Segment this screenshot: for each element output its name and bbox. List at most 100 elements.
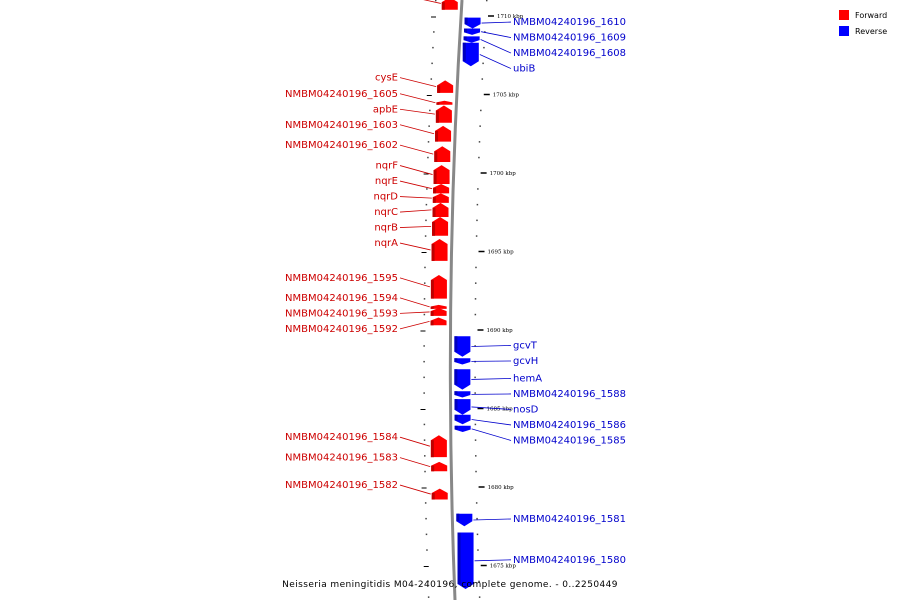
gene-label-nmbm04240196-1609[interactable]: NMBM04240196_1609: [513, 33, 626, 44]
gene-arrow[interactable]: [433, 183, 450, 194]
minor-dot: [476, 533, 479, 536]
gene-nmbm04240196-1608[interactable]: [463, 36, 480, 43]
gene-label-nqrf[interactable]: nqrF: [375, 161, 398, 172]
gene-label-hema[interactable]: hemA: [513, 373, 542, 384]
gene-nmbm04240196-1581[interactable]: [456, 513, 473, 527]
gene-nmbm04240196-1585[interactable]: [454, 425, 471, 433]
gene-arrow[interactable]: [441, 0, 458, 10]
gene-nqre[interactable]: [433, 183, 450, 194]
gene-arrow[interactable]: [430, 308, 447, 316]
gene-nmbm04240196-1609[interactable]: [464, 28, 481, 35]
gene-ubib[interactable]: [462, 42, 479, 67]
minor-dot: [427, 156, 429, 159]
gene-nqrd[interactable]: [432, 193, 449, 203]
gene-label-gcvh[interactable]: gcvH: [513, 356, 538, 367]
gene-arrow[interactable]: [431, 488, 448, 500]
gene-nmbm04240196-1611[interactable]: [441, 0, 458, 10]
gene-cyse[interactable]: [437, 80, 454, 93]
gene-nmbm04240196-1588[interactable]: [454, 391, 471, 398]
gene-arrow[interactable]: [454, 369, 471, 390]
gene-label-nmbm04240196-1585[interactable]: NMBM04240196_1585: [513, 435, 626, 446]
gene-label-nmbm04240196-1605[interactable]: NMBM04240196_1605: [285, 89, 398, 100]
gene-label-ubib[interactable]: ubiB: [513, 64, 535, 75]
gene-label-nqrc[interactable]: nqrC: [374, 207, 398, 218]
gene-arrow[interactable]: [463, 36, 480, 43]
gene-arrow[interactable]: [430, 304, 447, 309]
gene-arrow[interactable]: [432, 216, 449, 236]
gene-arrow[interactable]: [464, 28, 481, 35]
minor-dot: [425, 203, 428, 206]
gene-arrow[interactable]: [464, 17, 481, 29]
gene-nmbm04240196-1610[interactable]: [464, 17, 481, 29]
gene-label-nmbm04240196-1581[interactable]: NMBM04240196_1581: [513, 514, 626, 525]
gene-label-nqre[interactable]: nqrE: [375, 176, 398, 187]
gene-label-apbe[interactable]: apbE: [373, 104, 398, 115]
gene-label-nqra[interactable]: nqrA: [374, 238, 398, 249]
gene-gcvt[interactable]: [454, 336, 471, 357]
gene-arrow[interactable]: [454, 399, 471, 415]
gene-label-nosd[interactable]: nosD: [513, 404, 539, 415]
gene-arrow[interactable]: [435, 125, 452, 142]
gene-nmbm04240196-1602[interactable]: [434, 146, 451, 163]
gene-label-nmbm04240196-1603[interactable]: NMBM04240196_1603: [285, 120, 398, 131]
gene-nqrf[interactable]: [433, 165, 450, 184]
gene-arrow[interactable]: [454, 336, 471, 357]
gene-label-gcvt[interactable]: gcvT: [513, 340, 538, 351]
gene-arrow[interactable]: [454, 391, 471, 398]
gene-nmbm04240196-1582[interactable]: [431, 488, 448, 500]
gene-arrow[interactable]: [456, 513, 473, 527]
legend: Forward Reverse: [839, 10, 887, 36]
gene-label-nmbm04240196-1584[interactable]: NMBM04240196_1584: [285, 432, 398, 443]
gene-nmbm04240196-1584[interactable]: [430, 435, 447, 458]
gene-arrow[interactable]: [430, 317, 447, 326]
gene-label-nmbm04240196-1586[interactable]: NMBM04240196_1586: [513, 420, 626, 431]
gene-arrow[interactable]: [457, 532, 474, 590]
gene-arrow[interactable]: [432, 202, 449, 217]
gene-label-cyse[interactable]: cysE: [375, 73, 398, 84]
gene-arrow[interactable]: [430, 435, 447, 458]
gene-arrow[interactable]: [454, 358, 471, 365]
gene-label-nmbm04240196-1588[interactable]: NMBM04240196_1588: [513, 389, 626, 400]
gene-nmbm04240196-1592[interactable]: [430, 317, 447, 326]
gene-arrow[interactable]: [454, 414, 471, 425]
gene-nqrb[interactable]: [432, 216, 449, 236]
gene-nmbm04240196-1580[interactable]: [457, 532, 474, 590]
gene-arrow[interactable]: [436, 100, 453, 105]
gene-label-nmbm04240196-1608[interactable]: NMBM04240196_1608: [513, 48, 626, 59]
gene-apbe[interactable]: [435, 105, 452, 123]
gene-nmbm04240196-1594[interactable]: [430, 304, 447, 309]
gene-arrow[interactable]: [431, 238, 448, 261]
gene-nmbm04240196-1586[interactable]: [454, 414, 471, 425]
gene-label-nqrd[interactable]: nqrD: [374, 192, 399, 203]
gene-arrow[interactable]: [434, 146, 451, 163]
gene-nmbm04240196-1595[interactable]: [430, 275, 447, 299]
gene-nmbm04240196-1603[interactable]: [435, 125, 452, 142]
gene-nmbm04240196-1593[interactable]: [430, 308, 447, 316]
gene-label-nmbm04240196-1610[interactable]: NMBM04240196_1610: [513, 17, 626, 28]
gene-nmbm04240196-1583[interactable]: [431, 461, 448, 472]
gene-arrow[interactable]: [430, 275, 447, 299]
tick-label-1705: 1705 kbp: [493, 93, 520, 99]
gene-label-nmbm04240196-1582[interactable]: NMBM04240196_1582: [285, 480, 398, 491]
gene-gcvh[interactable]: [454, 358, 471, 365]
gene-label-nmbm04240196-1595[interactable]: NMBM04240196_1595: [285, 273, 398, 284]
gene-label-nmbm04240196-1602[interactable]: NMBM04240196_1602: [285, 140, 398, 151]
gene-nqrc[interactable]: [432, 202, 449, 217]
gene-arrow[interactable]: [437, 80, 454, 93]
gene-label-nmbm04240196-1583[interactable]: NMBM04240196_1583: [285, 453, 398, 464]
gene-label-nmbm04240196-1592[interactable]: NMBM04240196_1592: [285, 324, 398, 335]
gene-nosd[interactable]: [454, 399, 471, 415]
gene-nqra[interactable]: [431, 238, 448, 261]
gene-arrow[interactable]: [432, 193, 449, 203]
gene-arrow[interactable]: [433, 165, 450, 184]
gene-arrow[interactable]: [454, 425, 471, 433]
gene-label-nmbm04240196-1593[interactable]: NMBM04240196_1593: [285, 308, 398, 319]
gene-label-nmbm04240196-1594[interactable]: NMBM04240196_1594: [285, 293, 398, 304]
gene-arrow[interactable]: [431, 461, 448, 472]
gene-hema[interactable]: [454, 369, 471, 390]
gene-label-nmbm04240196-1580[interactable]: NMBM04240196_1580: [513, 555, 626, 566]
gene-arrow[interactable]: [462, 42, 479, 67]
gene-nmbm04240196-1605[interactable]: [436, 100, 453, 105]
gene-label-nqrb[interactable]: nqrB: [374, 223, 398, 234]
gene-arrow[interactable]: [435, 105, 452, 123]
